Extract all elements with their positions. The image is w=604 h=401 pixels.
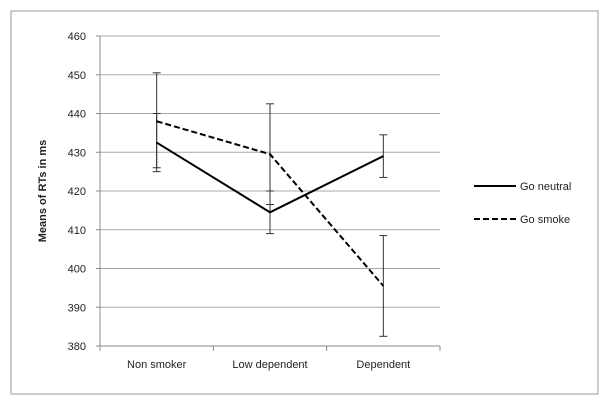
x-tick-label: Non smoker [127, 359, 187, 371]
y-tick-label: 400 [68, 264, 86, 276]
series-line-go-neutral [156, 141, 384, 214]
y-tick-label: 420 [68, 186, 86, 198]
y-tick-label: 390 [68, 302, 86, 314]
y-tick-labels: 380 390 400 410 420 430 440 450 460 [68, 31, 86, 353]
y-axis-label: Means of RTs in ms [37, 140, 49, 242]
y-tick-label: 460 [68, 31, 86, 43]
legend: Go neutral Go smoke [474, 181, 571, 226]
y-tick-label: 430 [68, 147, 86, 159]
y-tick-label: 410 [68, 225, 86, 237]
x-tick-labels: Non smoker Low dependent Dependent [127, 359, 410, 371]
series-lines [156, 120, 385, 287]
legend-label: Go neutral [520, 181, 571, 193]
y-tick-label: 440 [68, 109, 86, 121]
chart-border [10, 10, 599, 395]
y-tick-label: 450 [68, 70, 86, 82]
y-tick-label: 380 [68, 341, 86, 353]
series-line-go-smoke [156, 120, 385, 287]
x-tick-label: Low dependent [232, 359, 307, 371]
legend-label: Go smoke [520, 214, 570, 226]
axes [96, 35, 441, 351]
x-tick-label: Dependent [356, 359, 410, 371]
